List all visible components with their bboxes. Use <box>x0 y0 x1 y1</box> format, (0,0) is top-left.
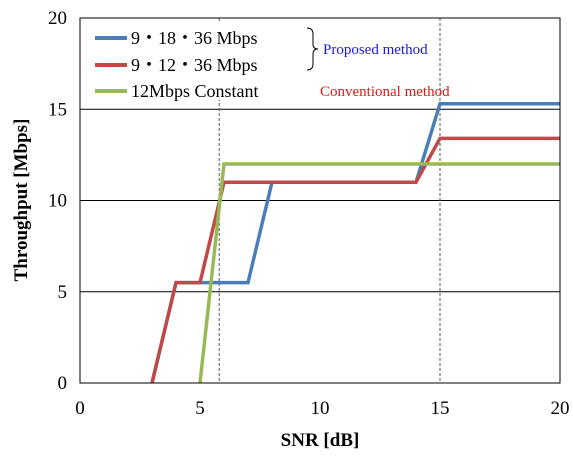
y-tick-label-2: 10 <box>48 191 67 212</box>
conventional-method-annotation: Conventional method <box>320 84 450 100</box>
legend-label-1: 9・12・36 Mbps <box>131 55 258 75</box>
x-axis-title: SNR [dB] <box>281 430 360 451</box>
x-tick-label-3: 15 <box>431 398 450 419</box>
y-axis-title: Throughput [Mbps] <box>11 119 32 282</box>
x-tick-label-4: 20 <box>551 398 570 419</box>
x-tick-label-2: 10 <box>311 398 330 419</box>
series-line-0 <box>150 102 560 384</box>
y-tick-label-3: 15 <box>48 99 67 120</box>
legend-box <box>90 22 308 100</box>
tick-labels: 0 5 10 15 20 0 5 10 15 20 <box>48 8 570 419</box>
plot-frame <box>79 17 561 384</box>
y-tick-label-0: 0 <box>58 373 68 394</box>
proposed-bracket <box>306 27 319 71</box>
series-lines <box>150 102 560 384</box>
legend: 9・18・36 Mbps 9・12・36 Mbps 12Mbps Constan… <box>90 22 308 101</box>
legend-label-0: 9・18・36 Mbps <box>131 28 258 48</box>
x-tick-label-0: 0 <box>75 398 85 419</box>
series-line-1 <box>150 136 560 384</box>
y-tick-label-1: 5 <box>58 282 68 303</box>
legend-label-2: 12Mbps Constant <box>131 81 259 101</box>
x-tick-label-1: 5 <box>195 398 205 419</box>
proposed-method-annotation: Proposed method <box>323 42 428 58</box>
series-line-2 <box>198 162 560 384</box>
plot-area-border <box>79 17 561 384</box>
y-tick-label-4: 20 <box>48 8 67 29</box>
